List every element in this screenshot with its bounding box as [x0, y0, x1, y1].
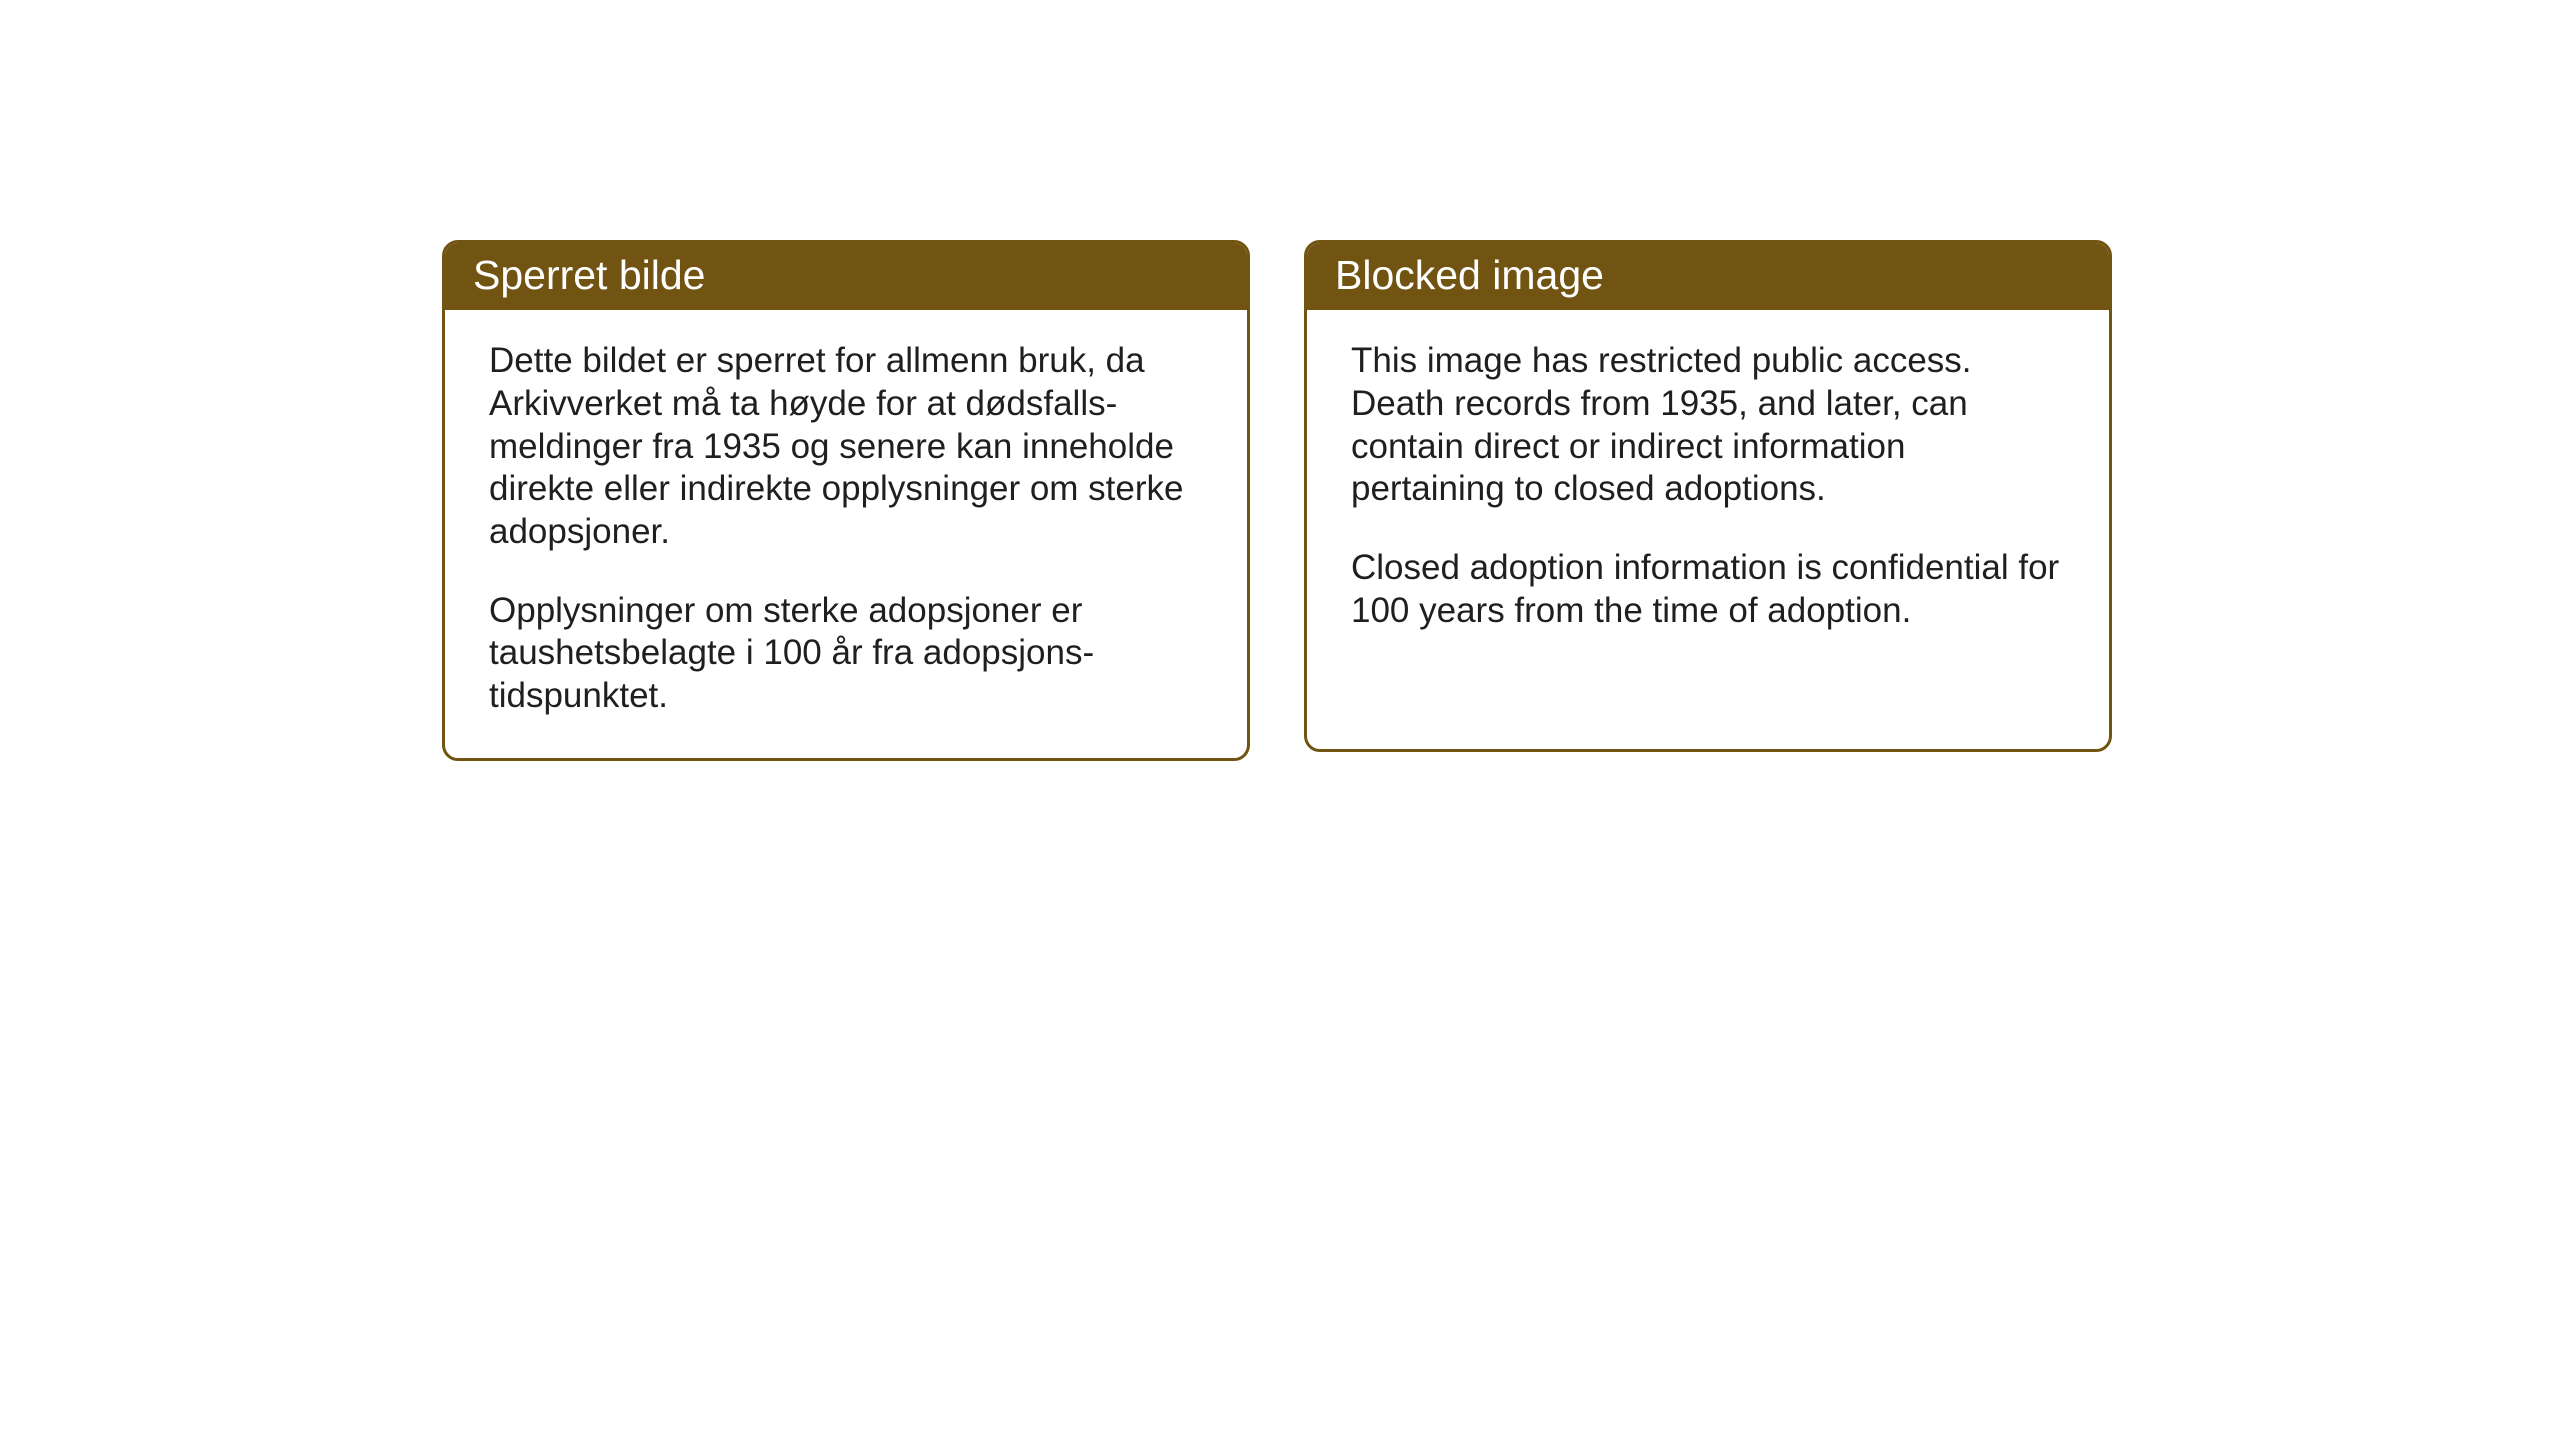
notice-paragraph-norwegian-2: Opplysninger om sterke adopsjoner er tau…: [489, 590, 1203, 718]
notice-body-english: This image has restricted public access.…: [1307, 310, 2109, 672]
notice-box-english: Blocked image This image has restricted …: [1304, 240, 2112, 752]
notice-paragraph-english-2: Closed adoption information is confident…: [1351, 547, 2065, 632]
notice-container: Sperret bilde Dette bildet er sperret fo…: [442, 240, 2112, 761]
notice-title-norwegian: Sperret bilde: [445, 243, 1247, 310]
notice-title-english: Blocked image: [1307, 243, 2109, 310]
notice-body-norwegian: Dette bildet er sperret for allmenn bruk…: [445, 310, 1247, 758]
notice-paragraph-norwegian-1: Dette bildet er sperret for allmenn bruk…: [489, 340, 1203, 553]
notice-paragraph-english-1: This image has restricted public access.…: [1351, 340, 2065, 511]
notice-box-norwegian: Sperret bilde Dette bildet er sperret fo…: [442, 240, 1250, 761]
